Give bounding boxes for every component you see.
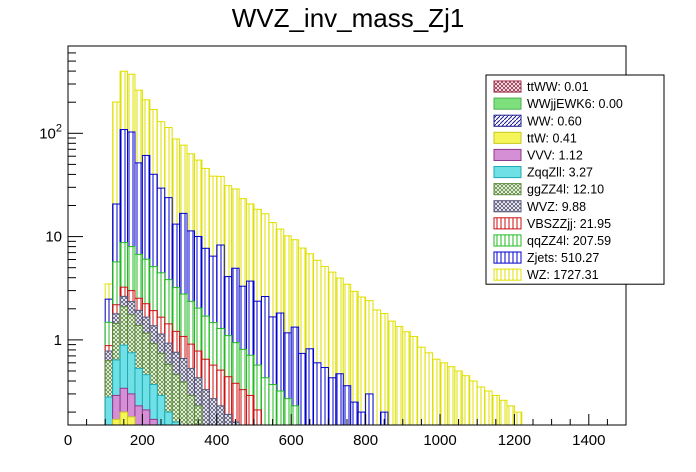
bar-wz-900 bbox=[402, 331, 411, 426]
bar-qqzz4l-560 bbox=[275, 390, 285, 426]
bar-wvz-400 bbox=[216, 405, 225, 426]
bar-wz-780 bbox=[357, 296, 367, 426]
bar-vbszzjj-500 bbox=[253, 409, 262, 426]
x-tick-label: 1000 bbox=[423, 432, 456, 449]
bar-qqzz4l-520 bbox=[260, 377, 270, 426]
bar-zjets-800 bbox=[365, 393, 374, 426]
legend-swatch-wvz bbox=[493, 200, 522, 213]
legend-label-vvv: VVV: 1.12 bbox=[527, 149, 583, 163]
bar-zqqzll-260 bbox=[164, 411, 173, 426]
x-tick-label: 600 bbox=[279, 432, 304, 449]
legend-swatch-vvv bbox=[493, 148, 522, 161]
legend-label-wz: WZ: 1727.31 bbox=[527, 268, 599, 282]
y-tick-label: 10 bbox=[45, 229, 62, 246]
legend-label-ttw: ttW: 0.41 bbox=[527, 131, 577, 145]
bar-vbszzjj-460 bbox=[238, 389, 248, 426]
legend-label-qqzz4l: qqZZ4l: 207.59 bbox=[527, 234, 611, 248]
bar-wz-1080 bbox=[469, 380, 478, 426]
bar-zjets-640 bbox=[305, 348, 315, 426]
bar-zqqzll-100 bbox=[104, 396, 114, 426]
x-tick-label: 0 bbox=[64, 432, 72, 449]
x-tick-label: 400 bbox=[204, 432, 229, 449]
legend: ttWW: 0.01 WWjjEWK6: 0.00 WW: 0.60 ttW: 0.4… bbox=[485, 74, 665, 285]
bar-ggzz4l-320 bbox=[186, 394, 195, 426]
bar-vbszzjj-480 bbox=[246, 394, 255, 426]
bar-ggzz4l-300 bbox=[179, 381, 188, 426]
x-tick-label: 200 bbox=[130, 432, 155, 449]
bar-vvv-200 bbox=[141, 409, 151, 426]
bar-zjets-760 bbox=[350, 401, 359, 426]
y-tick-label: 1 bbox=[54, 332, 62, 349]
y-tick-label: 102 bbox=[39, 122, 62, 142]
legend-swatch-ttww bbox=[493, 80, 522, 93]
bar-wvz-360 bbox=[201, 389, 210, 426]
legend-label-vbszzjj: VBSZZjj: 21.95 bbox=[527, 217, 611, 231]
legend-label-ww: WW: 0.60 bbox=[527, 114, 582, 128]
legend-swatch-ttw bbox=[493, 131, 522, 144]
legend-swatch-qqzz4l bbox=[493, 234, 522, 247]
bar-vvv-180 bbox=[134, 405, 143, 426]
bar-wz-940 bbox=[417, 346, 426, 426]
bar-wz-960 bbox=[424, 352, 434, 426]
legend-swatch-ww bbox=[493, 114, 522, 127]
bar-wvz-380 bbox=[208, 398, 218, 426]
x-tick-label: 1200 bbox=[498, 432, 531, 449]
legend-label-ttww: ttWW: 0.01 bbox=[527, 80, 589, 94]
legend-box bbox=[485, 74, 665, 285]
bar-wz-1100 bbox=[476, 386, 486, 426]
legend-swatch-zqqzll bbox=[493, 166, 522, 179]
bar-zjets-700 bbox=[327, 377, 337, 426]
bar-zjets-680 bbox=[320, 367, 329, 426]
bar-wz-820 bbox=[372, 309, 381, 426]
x-tick-label: 800 bbox=[353, 432, 378, 449]
bar-wz-1020 bbox=[446, 366, 456, 426]
legend-label-ggzz4l: ggZZ4l: 12.10 bbox=[527, 183, 604, 197]
legend-label-zqqzll: ZqqZll: 3.27 bbox=[527, 166, 593, 180]
bar-wz-980 bbox=[432, 358, 441, 426]
legend-swatch-wz bbox=[493, 268, 522, 281]
bar-zjets-620 bbox=[298, 352, 307, 426]
bar-ttw-160 bbox=[127, 416, 136, 426]
chart-title: WVZ_inv_mass_Zj1 bbox=[232, 3, 465, 33]
bar-wz-1180 bbox=[506, 405, 515, 426]
bar-wz-1160 bbox=[499, 399, 508, 426]
bar-wvz-420 bbox=[223, 413, 233, 426]
legend-swatch-wwjjewk6 bbox=[493, 97, 522, 110]
legend-swatch-zjets bbox=[493, 251, 522, 264]
bar-wz-920 bbox=[409, 335, 419, 426]
bar-wz-1000 bbox=[439, 362, 448, 426]
bar-vbszzjj-440 bbox=[231, 382, 240, 426]
bar-wz-840 bbox=[379, 313, 389, 426]
bar-wz-1120 bbox=[484, 390, 493, 426]
bar-zjets-780 bbox=[357, 411, 367, 426]
histogram-bars bbox=[104, 70, 523, 426]
bar-zjets-660 bbox=[313, 362, 322, 426]
bar-ggzz4l-280 bbox=[171, 374, 181, 426]
bar-wz-860 bbox=[387, 320, 396, 426]
bar-qqzz4l-580 bbox=[283, 398, 292, 426]
bar-qqzz4l-540 bbox=[268, 383, 277, 426]
bar-wz-880 bbox=[394, 325, 404, 426]
bar-wz-1040 bbox=[454, 370, 463, 426]
bar-zjets-720 bbox=[335, 373, 344, 426]
x-tick-label: 1400 bbox=[572, 432, 605, 449]
legend-label-zjets: Zjets: 510.27 bbox=[527, 251, 599, 265]
legend-label-wvz: WVZ: 9.88 bbox=[527, 200, 586, 214]
legend-swatch-ggzz4l bbox=[493, 183, 522, 196]
bar-wz-1060 bbox=[461, 375, 471, 426]
bar-ttw-120 bbox=[112, 418, 121, 426]
bar-vvv-220 bbox=[149, 418, 158, 426]
bar-qqzz4l-600 bbox=[290, 405, 300, 426]
legend-swatch-vbszzjj bbox=[493, 217, 522, 230]
axes: 0 200 400 600 800 1000 1200 1400 1 10 102 bbox=[39, 45, 627, 449]
bar-wz-1200 bbox=[513, 411, 523, 426]
legend-label-wwjjewk6: WWjjEWK6: 0.00 bbox=[527, 97, 623, 111]
